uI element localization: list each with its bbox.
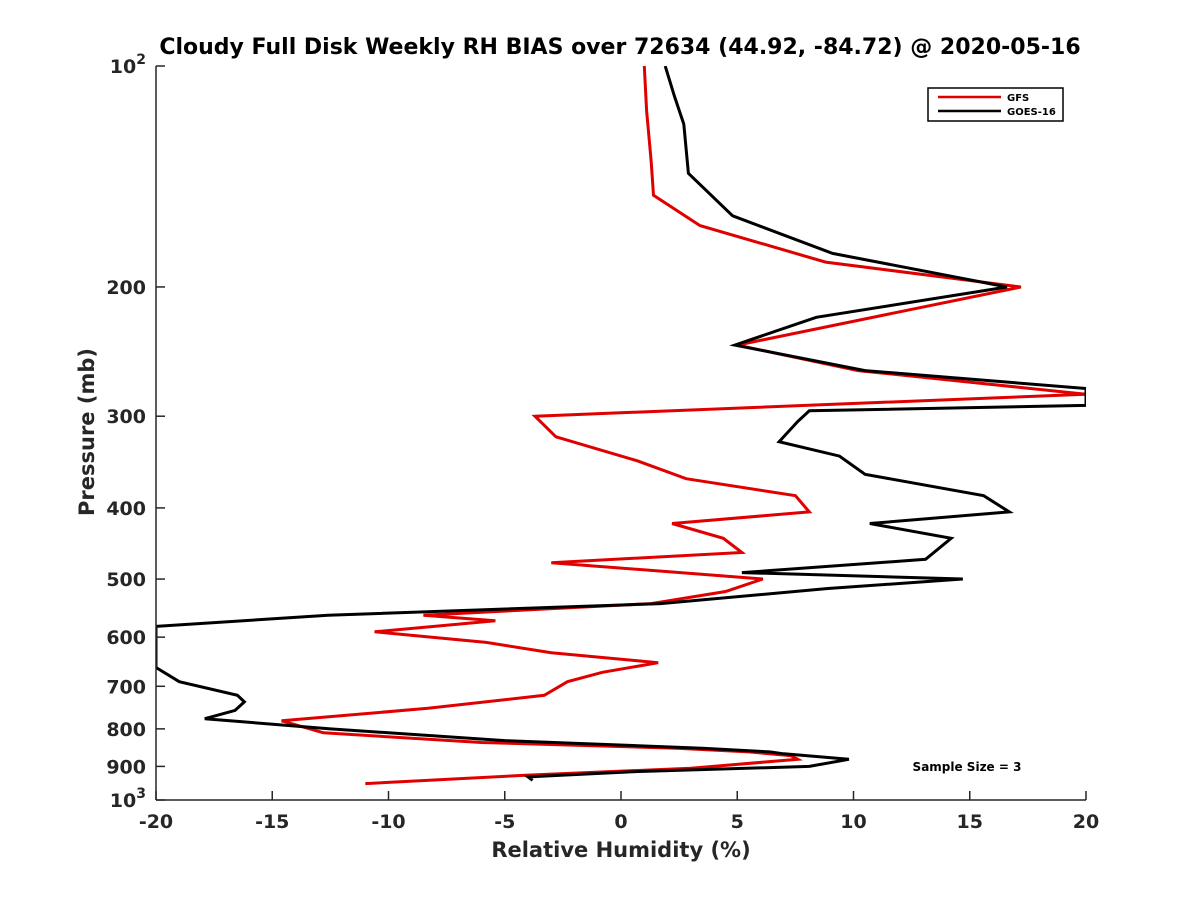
legend-frame — [927, 87, 1064, 122]
y-tick-label: 500 — [106, 569, 146, 591]
y-tick-label: 300 — [106, 406, 146, 428]
plot-area — [156, 66, 1086, 786]
y-tick-label: 700 — [106, 676, 146, 698]
y-tick-label: 103 — [110, 786, 146, 812]
x-tick-label: 20 — [1073, 811, 1099, 833]
legend: GFS GOES-16 — [927, 87, 1064, 122]
sample-size-annotation: Sample Size = 3 — [913, 760, 1022, 774]
x-axis-label: Relative Humidity (%) — [491, 838, 750, 862]
y-tick-label: 400 — [106, 498, 146, 520]
x-tick-label: 0 — [614, 811, 627, 833]
x-tick-label: -20 — [139, 811, 173, 833]
y-tick-label: 102 — [110, 52, 146, 78]
x-tick-label: 10 — [840, 811, 866, 833]
y-axis-label: Pressure (mb) — [75, 348, 99, 516]
x-tick-label: -5 — [494, 811, 515, 833]
chart-title: Cloudy Full Disk Weekly RH BIAS over 726… — [159, 35, 1080, 60]
y-tick-label: 900 — [106, 756, 146, 778]
series-line-goes-16 — [156, 66, 1086, 782]
x-tick-label: 15 — [957, 811, 983, 833]
legend-label: GFS — [1007, 93, 1029, 104]
axes: -20 -15 -10 -5 0 5 10 15 20 102 200 300 400 500 600 700… — [106, 52, 1099, 833]
y-tick-label: 600 — [106, 627, 146, 649]
x-tick-label: -10 — [371, 811, 405, 833]
x-tick-label: -15 — [255, 811, 289, 833]
y-tick-label: 200 — [106, 277, 146, 299]
y-tick-label: 800 — [106, 719, 146, 741]
x-tick-label: 5 — [731, 811, 744, 833]
legend-label: GOES-16 — [1007, 107, 1056, 118]
